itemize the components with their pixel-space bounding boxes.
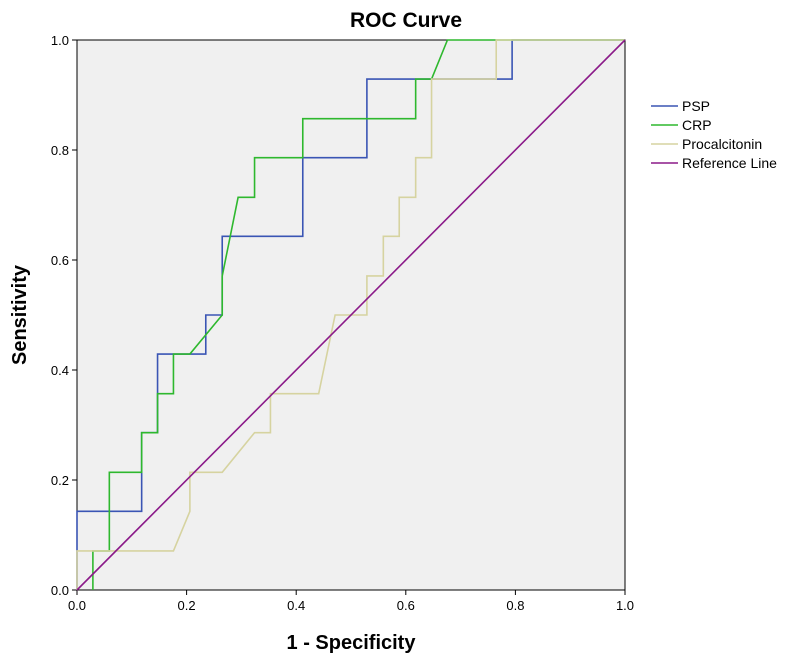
y-tick-label: 0.2 xyxy=(51,473,69,488)
series-line-reference-line xyxy=(76,39,626,591)
legend: PSP CRP Procalcitonin Reference Line xyxy=(651,98,777,171)
legend-label-psp: PSP xyxy=(682,98,710,114)
x-axis-title: 1 - Specificity xyxy=(287,632,417,654)
x-tick-label: 0.2 xyxy=(178,598,196,613)
legend-label-procalcitonin: Procalcitonin xyxy=(682,136,762,152)
y-tick-label: 0.4 xyxy=(51,363,69,378)
series-line-procalcitonin xyxy=(76,39,625,590)
x-tick-label: 0.6 xyxy=(397,598,415,613)
y-tick-label: 0.8 xyxy=(51,143,69,158)
x-tick-label: 0.4 xyxy=(287,598,305,613)
x-tick-label: 0.0 xyxy=(68,598,86,613)
chart-title: ROC Curve xyxy=(350,9,462,32)
axis-ticks: 0.0 0.2 0.4 0.6 0.8 1.0 0.0 0.2 0.4 0.6 0.8 1.0 xyxy=(51,33,634,613)
y-tick-label: 0.0 xyxy=(51,583,69,598)
y-tick-label: 0.6 xyxy=(51,253,69,268)
x-tick-label: 0.8 xyxy=(506,598,524,613)
legend-label-reference-line: Reference Line xyxy=(682,155,777,171)
series-line-crp xyxy=(92,39,625,590)
x-tick-label: 1.0 xyxy=(616,598,634,613)
y-axis-title: Sensitivity xyxy=(9,264,31,365)
y-tick-label: 1.0 xyxy=(51,33,69,48)
series-lines xyxy=(76,39,626,591)
legend-label-crp: CRP xyxy=(682,117,712,133)
